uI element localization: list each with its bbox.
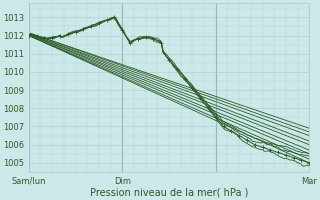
X-axis label: Pression niveau de la mer( hPa ): Pression niveau de la mer( hPa ) bbox=[90, 187, 248, 197]
